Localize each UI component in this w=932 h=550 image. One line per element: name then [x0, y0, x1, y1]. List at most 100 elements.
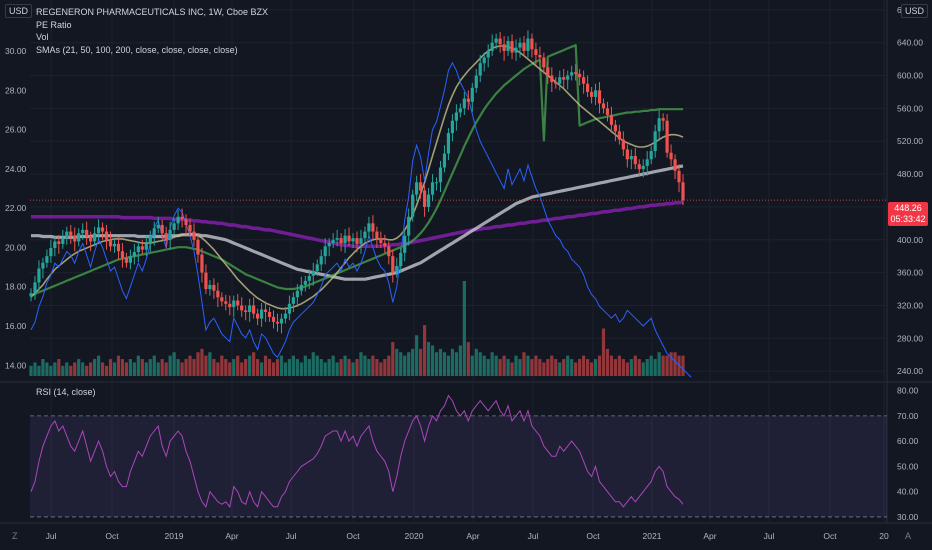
candle-body	[518, 42, 522, 48]
rsi-legend[interactable]: RSI (14, close)	[36, 387, 96, 397]
candle-body	[522, 42, 526, 51]
pe-axis-label: 18.00	[5, 282, 27, 292]
candle-body	[315, 264, 319, 271]
volume-bar	[343, 355, 347, 376]
time-axis-label: Jul	[46, 531, 57, 541]
volume-bar	[582, 355, 586, 376]
candle-body	[351, 238, 355, 242]
candle-body	[120, 251, 125, 258]
candle-body	[144, 243, 148, 250]
candle-body	[498, 38, 502, 45]
candle-body	[156, 224, 160, 229]
candle-body	[220, 297, 224, 302]
volume-bar	[259, 362, 264, 376]
candle-body	[486, 50, 490, 58]
volume-bar	[613, 359, 618, 376]
volume-bar	[53, 362, 57, 376]
volume-bar	[108, 359, 113, 376]
candle-body	[148, 235, 152, 244]
candle-body	[168, 229, 172, 240]
time-axis-label: Oct	[586, 531, 600, 541]
volume-bar	[148, 359, 152, 376]
candle-body	[589, 91, 594, 97]
volume-bar	[188, 355, 192, 376]
last-price-tag: 448.26 05:33:42	[888, 202, 928, 226]
volume-bar	[303, 355, 307, 376]
time-axis-label: Apr	[703, 531, 716, 541]
left-currency-badge[interactable]: USD	[5, 4, 33, 18]
volume-bar	[510, 362, 514, 376]
volume-bar	[454, 352, 458, 376]
time-axis-label: Oct	[823, 531, 837, 541]
volume-bar	[458, 345, 462, 376]
price-axis-label: 320.00	[897, 300, 923, 310]
zoom-icon[interactable]: Z	[12, 531, 18, 541]
volume-bar	[184, 359, 188, 376]
volume-bar	[204, 355, 208, 376]
volume-bar	[649, 355, 653, 376]
volume-bar	[172, 352, 176, 376]
sma50-line	[30, 44, 683, 297]
candle-body	[474, 75, 478, 88]
volume-bar	[291, 355, 295, 376]
candle-body	[228, 303, 232, 308]
candle-body	[176, 216, 180, 224]
volume-bar	[550, 355, 554, 376]
volume-legend[interactable]: Vol	[36, 32, 49, 42]
candle-body	[85, 229, 89, 237]
right-currency-badge[interactable]: USD	[901, 4, 929, 18]
candle-body	[61, 238, 65, 244]
candle-body	[593, 90, 598, 97]
price-axis-label: 600.00	[897, 71, 923, 81]
auto-scale-icon[interactable]: A	[905, 531, 912, 541]
candle-body	[367, 223, 371, 232]
candle-body	[188, 224, 192, 232]
pe-ratio-legend[interactable]: PE Ratio	[36, 19, 72, 30]
volume-bar	[240, 362, 244, 376]
volume-bar	[379, 362, 383, 376]
candle-body	[33, 282, 37, 294]
volume-bar	[419, 348, 423, 376]
candle-body	[514, 47, 518, 53]
candle-body	[570, 72, 574, 76]
candle-body	[256, 313, 260, 319]
volume-bar	[136, 355, 140, 376]
volume-bar	[128, 359, 132, 376]
candle-body	[232, 300, 236, 308]
volume-bar	[653, 359, 657, 376]
rsi-band-fill	[30, 415, 887, 517]
volume-bar	[327, 359, 331, 376]
volume-bar	[629, 359, 633, 376]
volume-bar	[77, 359, 81, 376]
candle-body	[244, 310, 248, 313]
volume-bar	[526, 355, 530, 376]
candle-body	[347, 235, 351, 242]
volume-bar	[566, 355, 570, 376]
candle-body	[100, 227, 105, 232]
candle-body	[566, 75, 570, 80]
symbol-title[interactable]: REGENERON PHARMACEUTICALS INC, 1W, Cboe …	[36, 7, 269, 17]
candle-body	[283, 313, 288, 319]
candle-body	[271, 316, 276, 322]
candle-body	[430, 182, 435, 195]
candle-body	[279, 318, 284, 324]
candle-body	[327, 243, 331, 247]
candle-body	[677, 170, 681, 183]
volume-bar	[212, 359, 216, 376]
candle-body	[45, 256, 49, 263]
candle-body	[415, 182, 419, 195]
volume-bar	[681, 355, 685, 376]
volume-bar	[498, 359, 502, 376]
time-axis-label: Apr	[466, 531, 479, 541]
volume-bar	[168, 355, 172, 376]
price-axis-label: 240.00	[897, 366, 923, 376]
candle-body	[128, 256, 132, 263]
candle-body	[259, 309, 264, 319]
pe-axis-label: 22.00	[5, 203, 27, 213]
sma-legend[interactable]: SMAs (21, 50, 100, 200, close, close, cl…	[36, 44, 238, 55]
volume-bar	[494, 355, 498, 376]
candle-body	[240, 305, 244, 311]
volume-bar	[73, 362, 77, 376]
